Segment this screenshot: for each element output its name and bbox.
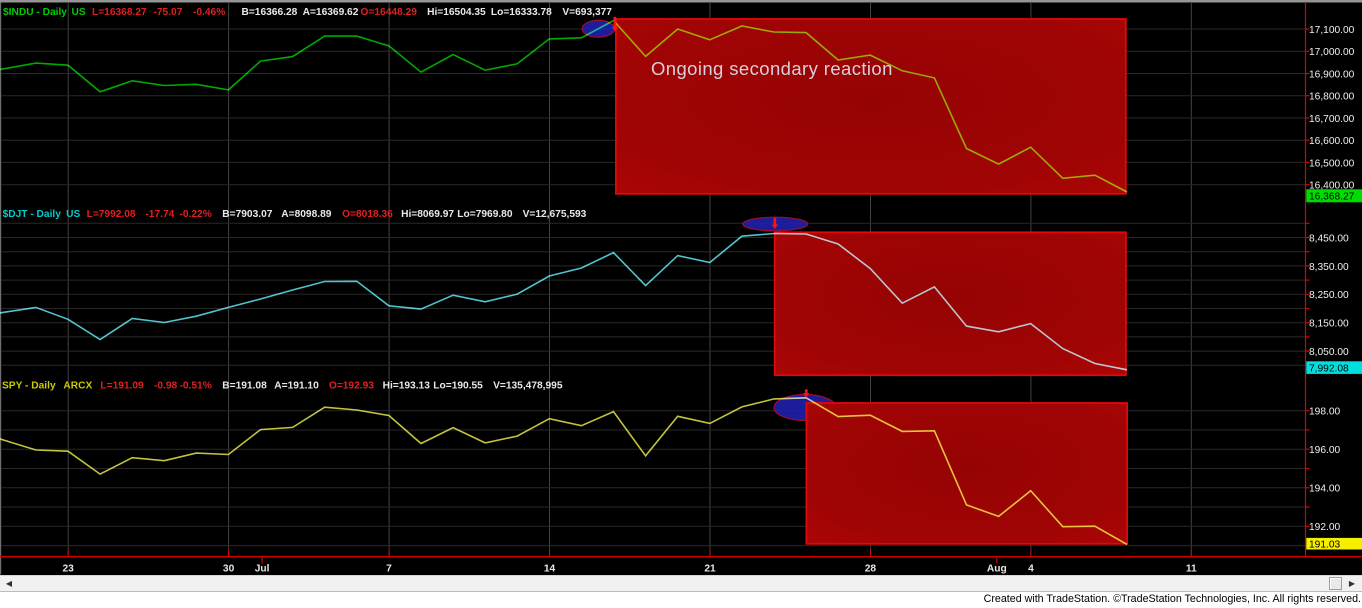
svg-text:7,992.08: 7,992.08 [1309,364,1349,375]
svg-text:Ongoing secondary reaction: Ongoing secondary reaction [651,58,893,79]
svg-text:17,100.00: 17,100.00 [1309,25,1355,36]
svg-text:16,800.00: 16,800.00 [1309,92,1355,103]
svg-text:8,350.00: 8,350.00 [1309,262,1349,273]
svg-text:16,368.27: 16,368.27 [1309,192,1355,203]
svg-text:8,250.00: 8,250.00 [1309,290,1349,301]
svg-text:16,700.00: 16,700.00 [1309,114,1355,125]
svg-text:196.00: 196.00 [1309,445,1340,456]
svg-text:14: 14 [544,564,556,575]
svg-text:11: 11 [1186,564,1197,575]
svg-text:23: 23 [63,564,75,575]
svg-text:191.03: 191.03 [1309,540,1340,551]
svg-text:30: 30 [223,564,235,575]
svg-text:16,900.00: 16,900.00 [1309,69,1355,80]
svg-text:16,400.00: 16,400.00 [1309,181,1355,192]
svg-text:192.00: 192.00 [1309,522,1340,533]
svg-text:28: 28 [865,564,877,575]
svg-text:Aug: Aug [987,564,1007,575]
svg-text:8,150.00: 8,150.00 [1309,319,1349,330]
svg-text:21: 21 [704,564,716,575]
svg-text:17,000.00: 17,000.00 [1309,47,1355,58]
svg-text:16,500.00: 16,500.00 [1309,158,1355,169]
svg-text:7: 7 [386,564,392,575]
svg-text:8,450.00: 8,450.00 [1309,233,1349,244]
svg-text:Jul: Jul [255,564,270,575]
svg-text:4: 4 [1028,564,1034,575]
svg-text:8,050.00: 8,050.00 [1309,347,1349,358]
svg-text:198.00: 198.00 [1309,407,1340,418]
svg-text:16,600.00: 16,600.00 [1309,136,1355,147]
svg-text:194.00: 194.00 [1309,484,1340,495]
